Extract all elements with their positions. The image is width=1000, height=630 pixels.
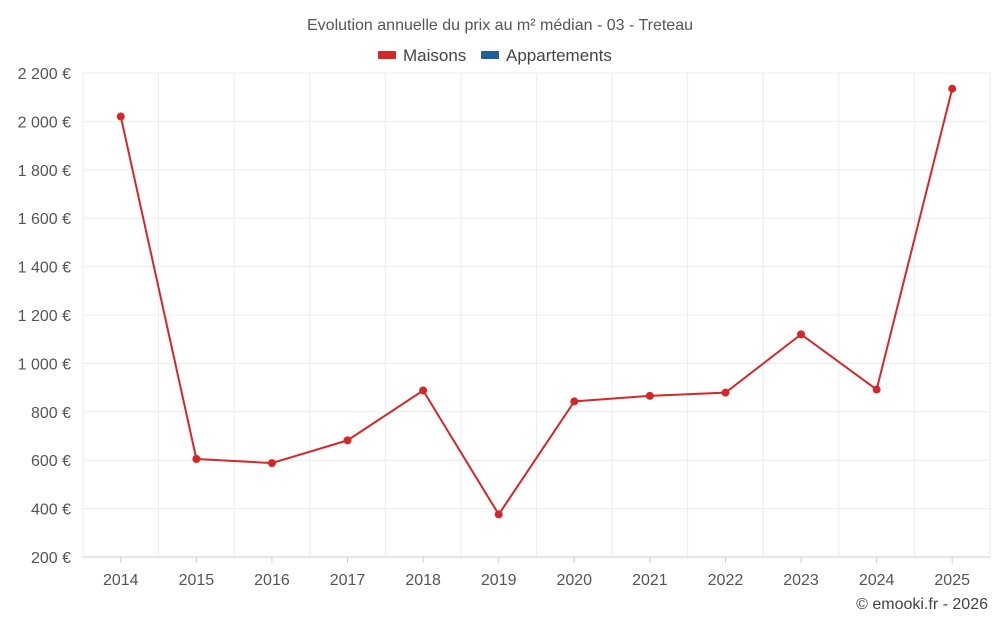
y-tick-label: 1 800 €: [18, 163, 71, 180]
x-tick-label: 2017: [330, 572, 366, 589]
data-point-maisons[interactable]: [419, 386, 428, 395]
legend: Maisons Appartements: [378, 46, 612, 65]
legend-label-appartements[interactable]: Appartements: [506, 46, 612, 65]
y-tick-label: 1 400 €: [18, 260, 71, 277]
legend-label-maisons[interactable]: Maisons: [403, 46, 466, 65]
y-tick-label: 400 €: [31, 502, 71, 519]
y-tick-label: 2 200 €: [18, 66, 71, 83]
y-axis: 200 € 400 € 600 € 800 € 1 000 € 1 200 € 1 400 …: [18, 66, 71, 567]
y-tick-label: 600 €: [31, 453, 71, 470]
legend-swatch-maisons: [378, 51, 396, 59]
y-tick-label: 1 000 €: [18, 356, 71, 373]
y-tick-label: 200 €: [31, 550, 71, 567]
x-axis: 2014 2015 2016 2017 2018 2019 2020 2021 2022 2023…: [103, 557, 970, 589]
x-tick-label: 2014: [103, 572, 139, 589]
data-point-maisons[interactable]: [721, 388, 730, 397]
y-tick-label: 1 200 €: [18, 308, 71, 325]
x-tick-label: 2021: [632, 572, 668, 589]
data-point-maisons[interactable]: [872, 385, 881, 394]
x-tick-label: 2024: [859, 572, 895, 589]
data-point-maisons[interactable]: [570, 397, 579, 406]
y-tick-label: 800 €: [31, 405, 71, 422]
x-tick-label: 2025: [934, 572, 970, 589]
y-tick-label: 1 600 €: [18, 211, 71, 228]
x-tick-label: 2018: [405, 572, 441, 589]
x-tick-label: 2023: [783, 572, 819, 589]
data-point-maisons[interactable]: [343, 436, 352, 445]
series-layer: [116, 84, 957, 519]
data-point-maisons[interactable]: [797, 330, 806, 339]
horizontal-gridlines: [83, 72, 990, 558]
legend-swatch-appartements: [481, 51, 499, 59]
data-point-maisons[interactable]: [116, 112, 125, 121]
x-tick-label: 2019: [481, 572, 517, 589]
data-point-maisons[interactable]: [494, 510, 503, 519]
x-tick-label: 2020: [556, 572, 592, 589]
x-tick-label: 2022: [708, 572, 744, 589]
y-tick-label: 2 000 €: [18, 114, 71, 131]
data-point-maisons[interactable]: [267, 459, 276, 468]
series-line-maisons: [119, 88, 954, 516]
data-point-maisons[interactable]: [948, 84, 957, 93]
footer-credit: © emooki.fr - 2026: [856, 596, 988, 613]
data-point-maisons[interactable]: [645, 391, 654, 400]
data-point-maisons[interactable]: [192, 454, 201, 463]
x-tick-label: 2016: [254, 572, 290, 589]
x-tick-label: 2015: [179, 572, 215, 589]
chart-title: Evolution annuelle du prix au m² médian …: [307, 17, 693, 34]
